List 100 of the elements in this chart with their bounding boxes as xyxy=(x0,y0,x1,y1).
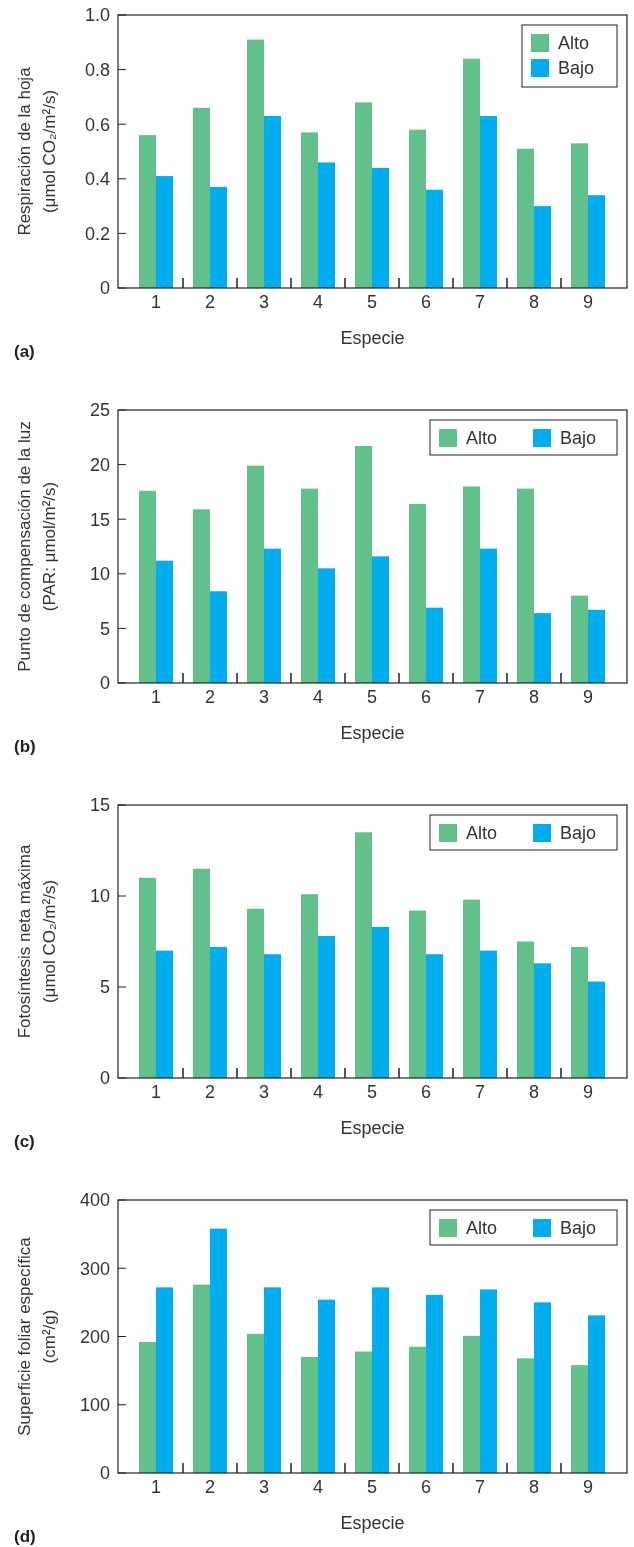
bar xyxy=(409,129,426,288)
bar xyxy=(193,509,210,683)
legend-label: Bajo xyxy=(560,823,597,843)
bar xyxy=(301,132,318,288)
bar xyxy=(426,607,443,683)
bar xyxy=(210,591,227,683)
bar xyxy=(409,910,426,1078)
x-axis-title: Especie xyxy=(340,723,405,743)
x-tick-label: 4 xyxy=(312,292,324,312)
x-tick-label: 3 xyxy=(258,687,270,707)
bar xyxy=(426,954,443,1078)
bar xyxy=(355,832,372,1078)
x-tick-label: 9 xyxy=(582,1082,594,1102)
x-tick-label: 5 xyxy=(366,687,378,707)
y-tick-label: 0.8 xyxy=(84,59,110,80)
bar xyxy=(318,936,335,1078)
x-tick-label: 7 xyxy=(474,292,486,312)
bar xyxy=(588,981,605,1078)
x-tick-label: 7 xyxy=(474,1082,486,1102)
bar xyxy=(372,1287,389,1473)
x-tick-label: 5 xyxy=(366,1477,378,1497)
bar xyxy=(409,1346,426,1473)
bar xyxy=(156,560,173,683)
legend-label: Alto xyxy=(466,428,498,448)
bar xyxy=(534,963,551,1078)
x-tick-label: 1 xyxy=(150,292,162,312)
x-tick-label: 3 xyxy=(258,292,270,312)
bar xyxy=(588,195,605,288)
x-axis-title: Especie xyxy=(340,1118,405,1138)
legend-label: Alto xyxy=(466,1218,498,1238)
bar xyxy=(247,39,264,288)
x-tick-label: 6 xyxy=(420,1082,432,1102)
y-axis-title: Fotosíntesis neta máxima (μmol CO₂/m²/s) xyxy=(15,844,59,1039)
x-tick-label: 2 xyxy=(204,292,216,312)
bar xyxy=(571,946,588,1078)
y-tick-label: 0 xyxy=(99,1068,110,1089)
bar xyxy=(463,486,480,683)
bar xyxy=(588,609,605,683)
x-tick-label: 4 xyxy=(312,1082,324,1102)
y-axis-title: Superficie foliar específica (cm²/g) xyxy=(15,1236,59,1436)
y-tick-label: 15 xyxy=(89,795,110,816)
bar xyxy=(372,926,389,1078)
text: (d) xyxy=(14,1527,36,1546)
bar xyxy=(517,1358,534,1473)
bar xyxy=(480,116,497,288)
bar xyxy=(247,908,264,1078)
bar xyxy=(480,1289,497,1473)
y-tick-label: 20 xyxy=(89,454,110,475)
legend-label: Bajo xyxy=(560,1218,597,1238)
x-tick-label: 5 xyxy=(366,292,378,312)
bar xyxy=(156,950,173,1078)
legend-label: Bajo xyxy=(558,58,595,78)
y-tick-label: 1.0 xyxy=(84,5,110,26)
x-tick-label: 1 xyxy=(150,1477,162,1497)
x-tick-label: 7 xyxy=(474,687,486,707)
bar xyxy=(318,568,335,683)
x-tick-label: 9 xyxy=(582,687,594,707)
bar xyxy=(355,102,372,288)
bar xyxy=(210,946,227,1078)
x-tick-label: 6 xyxy=(420,1477,432,1497)
y-tick-label: 15 xyxy=(89,509,110,530)
bar xyxy=(301,488,318,683)
y-tick-label: 0.6 xyxy=(84,114,110,135)
x-tick-label: 8 xyxy=(528,687,540,707)
bar xyxy=(264,548,281,683)
x-tick-label: 5 xyxy=(366,1082,378,1102)
y-tick-label: 100 xyxy=(79,1395,110,1416)
bar xyxy=(534,613,551,683)
x-tick-label: 3 xyxy=(258,1477,270,1497)
y-tick-label: 25 xyxy=(89,400,110,421)
bar xyxy=(156,176,173,288)
bar xyxy=(588,1315,605,1473)
bar xyxy=(247,1333,264,1473)
legend-label: Alto xyxy=(466,823,498,843)
bar xyxy=(210,186,227,288)
bar xyxy=(139,1341,156,1473)
bar xyxy=(355,446,372,683)
y-tick-label: 300 xyxy=(79,1258,110,1279)
y-tick-label: 10 xyxy=(89,886,110,907)
bar xyxy=(426,189,443,288)
bar xyxy=(318,162,335,288)
x-tick-label: 4 xyxy=(312,1477,324,1497)
x-tick-label: 1 xyxy=(150,1082,162,1102)
bar xyxy=(463,58,480,288)
bar xyxy=(210,1228,227,1473)
bar xyxy=(193,868,210,1078)
legend-label: Alto xyxy=(558,33,590,53)
bar xyxy=(139,135,156,288)
bar xyxy=(301,894,318,1078)
y-tick-label: 0.4 xyxy=(84,169,110,190)
bar xyxy=(463,899,480,1078)
text: (a) xyxy=(14,342,35,361)
y-tick-label: 0.2 xyxy=(84,223,110,244)
bar xyxy=(193,107,210,288)
bar xyxy=(534,1302,551,1473)
y-tick-label: 0 xyxy=(99,673,110,694)
x-tick-label: 3 xyxy=(258,1082,270,1102)
bar xyxy=(355,1351,372,1473)
x-tick-label: 9 xyxy=(582,1477,594,1497)
bar xyxy=(264,954,281,1078)
